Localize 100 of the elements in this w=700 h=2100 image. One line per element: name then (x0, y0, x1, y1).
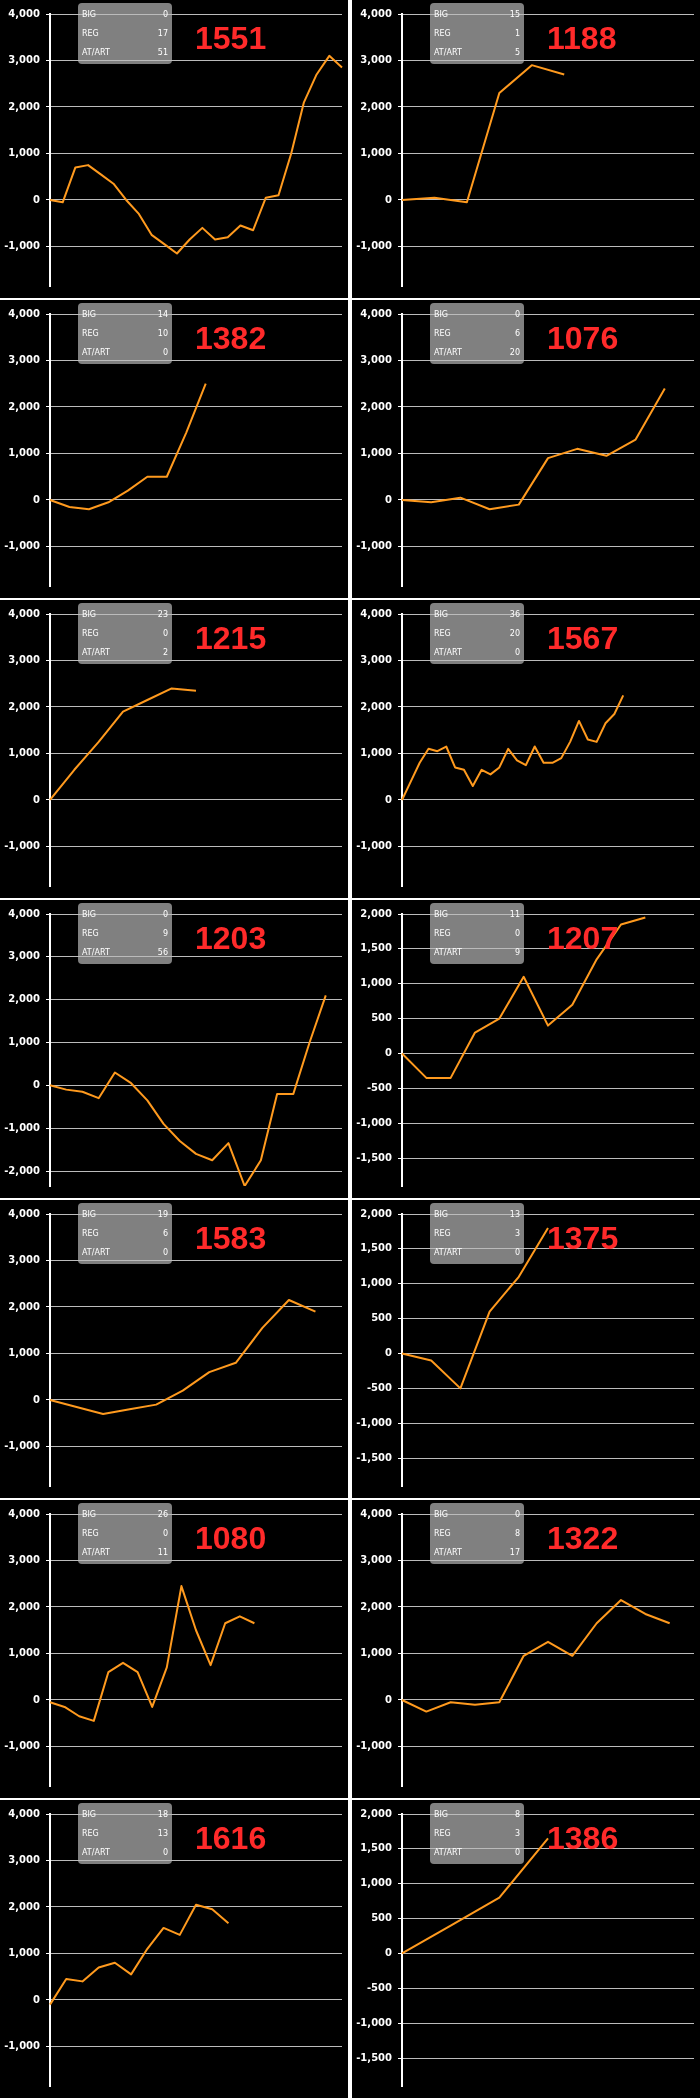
y-tick-label: -1,000 (4, 240, 41, 252)
y-tick-label: 4,000 (360, 307, 393, 319)
annotation: 11 (509, 909, 520, 921)
annotation: 0 (514, 309, 520, 321)
annotation: AT/ART (82, 1847, 110, 1859)
chart-title: 1551 (195, 20, 267, 56)
y-tick-label: 2,000 (360, 1207, 393, 1219)
y-tick-label: 3,000 (8, 1854, 41, 1866)
annotation: 0 (514, 928, 520, 940)
y-tick-label: 3,000 (8, 654, 41, 666)
y-tick-label: 2,000 (8, 100, 41, 112)
y-tick-label: 2,000 (8, 1900, 41, 1912)
annotation: REG (82, 328, 99, 340)
y-tick-label: 0 (33, 1993, 41, 2005)
y-tick-label: 2,000 (360, 700, 393, 712)
annotation: 20 (509, 628, 520, 640)
y-tick-label: -1,000 (4, 1740, 41, 1752)
y-tick-label: 0 (385, 1693, 393, 1705)
annotation: 9 (162, 928, 168, 940)
annotation: 0 (162, 1528, 168, 1540)
y-tick-label: -1,000 (356, 1740, 393, 1752)
y-tick-label: -1,000 (356, 540, 393, 552)
y-tick-label: 0 (33, 1078, 41, 1090)
y-tick-label: 1,000 (8, 747, 41, 759)
y-tick-label: 1,500 (360, 942, 393, 954)
annotation: AT/ART (434, 1547, 462, 1559)
annotation: REG (82, 1828, 99, 1840)
annotation: AT/ART (82, 347, 110, 359)
y-tick-label: 2,000 (8, 1600, 41, 1612)
y-tick-label: 3,000 (360, 354, 393, 366)
annotation: 0 (514, 1847, 520, 1859)
y-tick-label: 3,000 (8, 1554, 41, 1566)
y-tick-label: 1,000 (8, 1036, 41, 1048)
annotation: 0 (162, 1847, 168, 1859)
y-tick-label: -1,000 (356, 240, 393, 252)
chart-title: 1567 (547, 620, 619, 656)
y-tick-label: 2,000 (360, 100, 393, 112)
annotation: REG (434, 1528, 451, 1540)
annotation: BIG (434, 1509, 449, 1521)
y-tick-label: 1,000 (360, 1647, 393, 1659)
y-tick-label: -500 (366, 1381, 393, 1393)
y-tick-label: 3,000 (8, 1254, 41, 1266)
annotation: AT/ART (434, 1847, 462, 1859)
y-tick-label: -1,500 (356, 2051, 393, 2063)
y-tick-label: 0 (33, 793, 41, 805)
annotation: BIG (82, 309, 97, 321)
annotation: REG (434, 328, 451, 340)
y-tick-label: -1,000 (4, 2040, 41, 2052)
annotation: AT/ART (82, 647, 110, 659)
annotation: 0 (514, 1247, 520, 1259)
y-tick-label: 4,000 (8, 1807, 41, 1819)
y-tick-label: 4,000 (8, 1507, 41, 1519)
annotation: 0 (162, 347, 168, 359)
annotation: 0 (162, 1247, 168, 1259)
y-tick-label: 1,000 (360, 747, 393, 759)
y-tick-label: 3,000 (8, 54, 41, 66)
y-tick-label: 1,500 (360, 1842, 393, 1854)
y-tick-label: 0 (385, 1047, 393, 1059)
y-tick-label: 4,000 (360, 7, 393, 19)
chart-title: 1375 (547, 1220, 619, 1256)
y-tick-label: 4,000 (8, 1207, 41, 1219)
y-tick-label: 4,000 (8, 607, 41, 619)
y-tick-label: 2,000 (8, 1300, 41, 1312)
annotation: 13 (509, 1209, 520, 1221)
annotation: BIG (434, 9, 449, 21)
y-tick-label: 500 (371, 1312, 393, 1324)
chart-title: 1080 (195, 1520, 267, 1556)
annotation: AT/ART (434, 947, 462, 959)
annotation: BIG (434, 1809, 449, 1821)
y-tick-label: -1,500 (356, 1451, 393, 1463)
y-tick-label: 0 (385, 193, 393, 205)
y-tick-label: 1,000 (8, 1347, 41, 1359)
annotation: 15 (509, 9, 520, 21)
chart-title: 1386 (547, 1820, 619, 1856)
annotation: 2 (162, 647, 168, 659)
chart-title: 1382 (195, 320, 267, 356)
y-tick-label: 500 (371, 1012, 393, 1024)
y-tick-label: 1,000 (8, 447, 41, 459)
chart-title: 1188 (547, 20, 617, 56)
y-tick-label: -2,000 (4, 1164, 41, 1176)
y-tick-label: 2,000 (360, 1600, 393, 1612)
annotation: 8 (514, 1809, 520, 1821)
annotation: 5 (514, 47, 520, 59)
annotation: AT/ART (434, 347, 462, 359)
y-tick-label: 1,000 (360, 1877, 393, 1889)
chart-title: 1203 (195, 920, 267, 956)
y-tick-label: -1,000 (4, 840, 41, 852)
annotation: REG (434, 28, 451, 40)
y-tick-label: 0 (33, 493, 41, 505)
y-tick-label: 1,000 (360, 1277, 393, 1289)
annotation: 0 (162, 628, 168, 640)
y-tick-label: 1,000 (360, 447, 393, 459)
y-tick-label: 4,000 (360, 1507, 393, 1519)
y-tick-label: 2,000 (360, 907, 393, 919)
y-tick-label: 0 (33, 1393, 41, 1405)
chart-title: 1215 (195, 620, 267, 656)
annotation: BIG (434, 609, 449, 621)
annotation: REG (434, 628, 451, 640)
y-tick-label: 3,000 (8, 354, 41, 366)
y-tick-label: -1,000 (356, 2016, 393, 2028)
